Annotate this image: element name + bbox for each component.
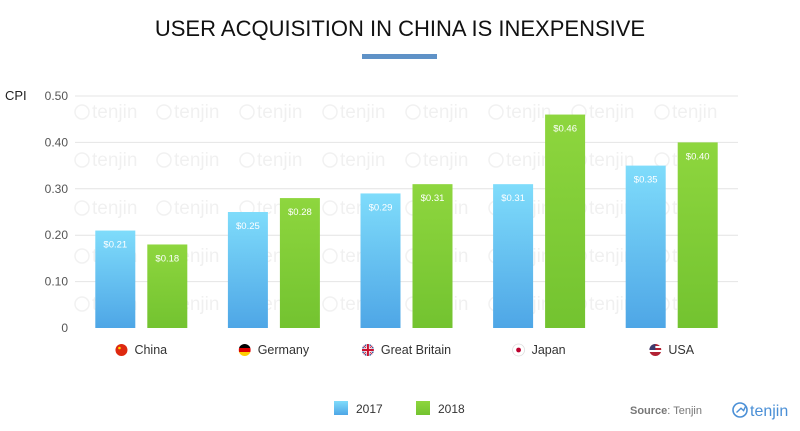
svg-text:tenjin: tenjin — [423, 102, 468, 123]
bar-2018-great-britain — [412, 184, 453, 328]
x-tick-label: Germany — [258, 343, 310, 357]
chart-title: USER ACQUISITION IN CHINA IS INEXPENSIVE — [155, 16, 645, 41]
y-tick-label: 0.40 — [45, 135, 69, 149]
svg-text:tenjin: tenjin — [589, 150, 634, 171]
svg-text:tenjin: tenjin — [506, 150, 551, 171]
category-japan: Japan — [512, 343, 566, 357]
bar-value-label: $0.18 — [155, 253, 179, 264]
bars: $0.21 $0.18 $0.25 $0.28 $0.29 $0.31 $0.31 $0.46… — [95, 114, 718, 328]
y-tick-label: 0.30 — [45, 182, 69, 196]
source-key: Source — [630, 405, 667, 417]
svg-text:tenjin: tenjin — [257, 102, 302, 123]
x-axis-categories: China Germany Great Britain Japan USA — [115, 343, 695, 357]
watermark-tile: tenjin — [405, 102, 468, 123]
category-germany: Germany — [238, 343, 310, 357]
y-axis-label: CPI — [5, 88, 27, 103]
watermark-tile: tenjin — [156, 198, 219, 219]
source-note: Source: Tenjin — [630, 405, 702, 417]
svg-text:tenjin: tenjin — [340, 150, 385, 171]
watermark-tile: tenjin — [74, 198, 137, 219]
svg-text:tenjin: tenjin — [174, 198, 219, 219]
legend: 2017 2018 — [334, 401, 465, 416]
y-tick-label: 0.50 — [45, 89, 69, 103]
bar-2017-japan — [493, 184, 534, 328]
watermark-tile: tenjin — [322, 150, 385, 171]
bar-value-label: $0.25 — [236, 221, 260, 232]
great-britain-flag-icon — [361, 344, 374, 356]
x-tick-label: Japan — [532, 343, 566, 357]
tenjin-logo-icon — [732, 402, 748, 418]
watermark-tile: tenjin — [405, 150, 468, 171]
bar-value-label: $0.35 — [634, 175, 658, 186]
watermark-tile: tenjin — [239, 102, 302, 123]
bar-value-label: $0.21 — [103, 240, 127, 251]
bar-value-label: $0.46 — [553, 124, 577, 135]
legend-item-2018: 2018 — [416, 401, 465, 416]
watermark-tile: tenjin — [156, 102, 219, 123]
legend-swatch — [416, 401, 430, 415]
watermark-tile: tenjin — [488, 150, 551, 171]
brand-name: tenjin — [750, 403, 788, 420]
bar-2017-usa — [625, 165, 666, 328]
bar-value-label: $0.29 — [369, 202, 393, 213]
bar-value-label: $0.31 — [421, 193, 445, 204]
legend-label: 2017 — [356, 402, 383, 416]
category-great-britain: Great Britain — [361, 343, 451, 357]
x-tick-label: Great Britain — [381, 343, 451, 357]
bar-2017-germany — [227, 212, 268, 328]
svg-text:Source: Tenjin: Source: Tenjin — [630, 405, 702, 417]
bar-2018-usa — [677, 142, 718, 328]
watermark-tile: tenjin — [74, 150, 137, 171]
bar-2018-japan — [545, 114, 586, 328]
watermark-tile: tenjin — [322, 102, 385, 123]
bar-2018-china — [147, 244, 188, 328]
china-flag-icon — [115, 344, 128, 356]
svg-text:tenjin: tenjin — [589, 102, 634, 123]
source-value: : Tenjin — [667, 405, 702, 417]
y-tick-label: 0.10 — [45, 275, 69, 289]
y-axis-ticks: 0 0.10 0.20 0.30 0.40 0.50 — [45, 89, 69, 335]
category-china: China — [115, 343, 167, 357]
svg-text:tenjin: tenjin — [589, 198, 634, 219]
svg-text:tenjin: tenjin — [423, 150, 468, 171]
svg-text:tenjin: tenjin — [92, 150, 137, 171]
category-usa: USA — [649, 343, 695, 357]
bar-2017-china — [95, 230, 136, 328]
watermark-tile: tenjin — [488, 102, 551, 123]
svg-text:tenjin: tenjin — [257, 150, 302, 171]
bar-value-label: $0.28 — [288, 207, 312, 218]
x-tick-label: China — [134, 343, 167, 357]
brand-logo: tenjin — [732, 402, 788, 420]
svg-text:tenjin: tenjin — [174, 150, 219, 171]
germany-flag-icon — [238, 344, 251, 356]
svg-text:tenjin: tenjin — [672, 102, 717, 123]
svg-text:tenjin: tenjin — [506, 102, 551, 123]
usa-flag-icon — [649, 344, 662, 356]
legend-item-2017: 2017 — [334, 401, 383, 416]
x-tick-label: USA — [668, 343, 694, 357]
svg-text:tenjin: tenjin — [92, 198, 137, 219]
watermark-tile: tenjin — [74, 102, 137, 123]
bar-2017-great-britain — [360, 193, 401, 328]
svg-text:tenjin: tenjin — [589, 246, 634, 267]
legend-label: 2018 — [438, 402, 465, 416]
y-tick-label: 0 — [61, 321, 68, 335]
watermark-tile: tenjin — [654, 102, 717, 123]
title-underline — [362, 54, 437, 59]
japan-flag-icon — [512, 343, 525, 357]
svg-text:tenjin: tenjin — [92, 102, 137, 123]
bar-2018-germany — [279, 198, 320, 328]
legend-swatch — [334, 401, 348, 415]
watermark-tile: tenjin — [239, 150, 302, 171]
svg-text:tenjin: tenjin — [174, 102, 219, 123]
svg-text:tenjin: tenjin — [589, 294, 634, 315]
watermark-tile: tenjin — [156, 150, 219, 171]
bar-value-label: $0.40 — [686, 151, 710, 162]
y-tick-label: 0.20 — [45, 228, 69, 242]
bar-value-label: $0.31 — [501, 193, 525, 204]
svg-text:tenjin: tenjin — [340, 102, 385, 123]
